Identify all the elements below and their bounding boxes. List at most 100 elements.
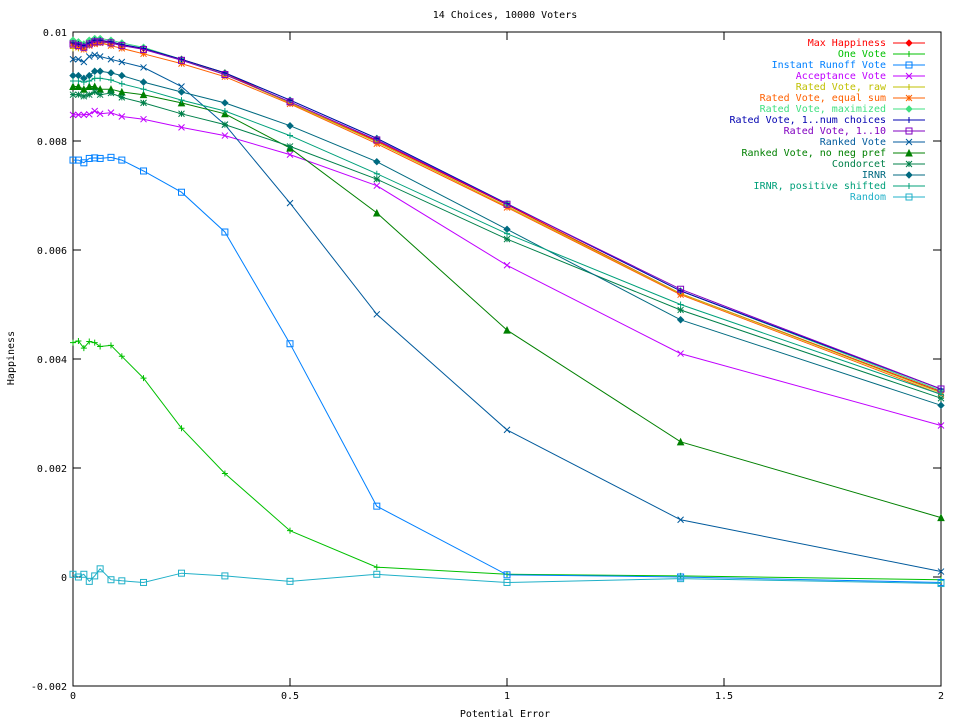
data-point <box>286 577 294 585</box>
data-point <box>118 353 125 360</box>
data-point <box>373 170 380 177</box>
data-point <box>107 39 115 47</box>
legend-item: IRNR, positive shifted <box>754 181 925 192</box>
series-line <box>73 110 942 426</box>
data-point <box>677 306 684 314</box>
data-point <box>937 401 945 410</box>
data-point <box>503 426 511 434</box>
legend-label: Ranked Vote, no neg pref <box>742 148 887 159</box>
data-point <box>676 316 685 324</box>
data-point <box>69 156 77 164</box>
data-point <box>75 78 82 85</box>
data-point <box>85 82 94 90</box>
data-point <box>85 40 93 48</box>
legend-marker <box>905 105 913 113</box>
series-2 <box>69 153 945 586</box>
legend-label: Condorcet <box>832 159 886 170</box>
legend-marker <box>906 51 912 57</box>
data-point <box>937 580 945 588</box>
legend-marker <box>906 84 912 90</box>
series-lines <box>69 34 945 588</box>
chart-title: 14 Choices, 10000 Voters <box>433 10 578 21</box>
legend-marker <box>905 72 913 80</box>
data-point <box>373 564 380 571</box>
series-3 <box>69 107 945 429</box>
legend-item: Rated Vote, 1..num choices <box>729 115 925 126</box>
data-point <box>91 51 99 59</box>
data-point <box>91 572 99 580</box>
series-8 <box>69 38 945 393</box>
legend-item: Rated Vote, equal sum <box>760 93 925 104</box>
data-point <box>74 82 83 90</box>
y-tick-label: -0.002 <box>31 682 67 693</box>
data-point <box>75 43 82 51</box>
data-point <box>286 199 294 207</box>
data-point <box>85 154 93 162</box>
data-point <box>286 98 294 106</box>
legend-item: Instant Runoff Vote <box>772 60 925 71</box>
data-point <box>503 200 511 208</box>
legend-item: Ranked Vote, no neg pref <box>742 148 925 159</box>
data-point <box>80 85 88 93</box>
data-point <box>75 338 82 345</box>
data-point <box>286 122 294 130</box>
series-10 <box>69 82 945 522</box>
y-tick-label: 0 <box>61 573 67 584</box>
data-point <box>70 78 76 85</box>
data-point <box>91 38 99 46</box>
legend-marker <box>905 61 913 69</box>
legend-label: Max Happiness <box>808 38 886 49</box>
data-point <box>221 71 229 79</box>
data-point <box>140 64 147 71</box>
data-point <box>80 159 88 167</box>
data-point <box>372 208 381 217</box>
data-point <box>118 94 126 101</box>
data-point <box>118 156 126 164</box>
data-point <box>118 113 126 120</box>
data-point <box>178 124 185 131</box>
data-point <box>80 46 88 53</box>
data-point <box>96 53 104 60</box>
data-point <box>178 97 185 104</box>
x-tick-label: 0.5 <box>281 691 299 702</box>
data-point <box>96 565 104 573</box>
data-point <box>937 394 945 402</box>
legend-label: Acceptance Vote <box>796 71 886 82</box>
y-tick-label: 0.008 <box>37 137 67 148</box>
y-tick-label: 0.006 <box>37 246 67 257</box>
data-point <box>96 67 104 75</box>
legend-marker <box>905 148 913 157</box>
data-point <box>69 91 77 99</box>
data-point <box>75 91 82 99</box>
x-axis-label: Potential Error <box>460 709 550 720</box>
data-point <box>107 89 115 97</box>
data-point <box>677 575 685 583</box>
data-point <box>69 111 77 119</box>
data-point <box>107 55 115 63</box>
data-point <box>107 342 114 349</box>
data-point <box>139 78 148 86</box>
series-line <box>72 340 942 581</box>
data-point <box>69 55 77 63</box>
data-point <box>287 132 293 139</box>
data-point <box>85 110 93 118</box>
data-point <box>178 188 185 196</box>
data-point <box>286 340 294 348</box>
legend-marker <box>905 138 913 146</box>
data-point <box>90 67 99 75</box>
data-point <box>221 572 229 580</box>
data-point <box>74 42 82 50</box>
legend-label: Rated Vote, equal sum <box>760 93 886 104</box>
data-point <box>373 136 381 144</box>
data-point <box>221 470 228 477</box>
data-point <box>118 42 126 50</box>
data-point <box>75 55 82 63</box>
data-point <box>107 576 115 584</box>
data-point <box>80 345 87 352</box>
data-point <box>373 502 381 510</box>
series-12 <box>69 67 945 410</box>
y-tick-label: 0.004 <box>37 355 67 366</box>
legend-item: Ranked Vote <box>820 137 925 148</box>
